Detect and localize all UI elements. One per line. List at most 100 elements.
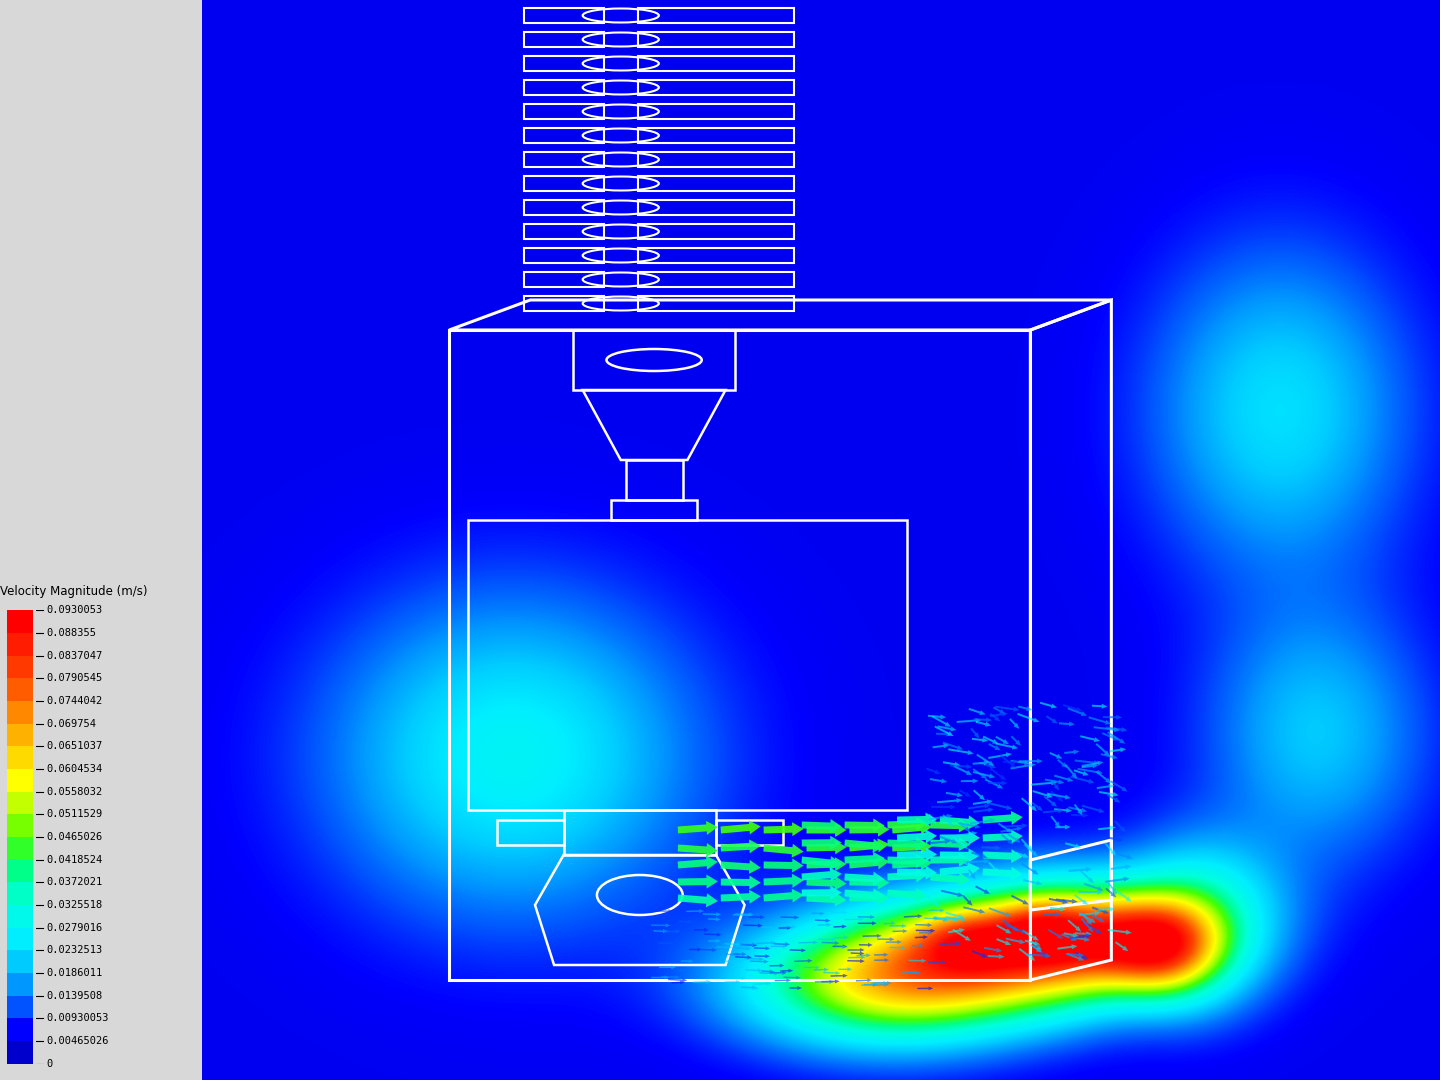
FancyArrow shape (976, 754, 995, 766)
FancyArrow shape (1067, 707, 1087, 716)
FancyArrow shape (988, 954, 1005, 959)
FancyArrow shape (734, 956, 752, 959)
Text: 0.0837047: 0.0837047 (46, 650, 102, 661)
FancyArrow shape (909, 959, 926, 962)
FancyArrow shape (1064, 764, 1077, 779)
FancyArrow shape (958, 822, 981, 828)
Text: 0.0558032: 0.0558032 (46, 786, 102, 797)
FancyArrow shape (780, 916, 799, 919)
FancyArrow shape (762, 926, 775, 929)
FancyArrow shape (897, 812, 937, 826)
FancyArrow shape (982, 846, 1001, 850)
FancyArrow shape (1051, 781, 1060, 791)
FancyArrow shape (755, 946, 770, 950)
Text: 0.0511529: 0.0511529 (46, 809, 102, 820)
FancyArrow shape (988, 753, 1012, 759)
FancyArrow shape (988, 781, 1008, 785)
FancyArrow shape (763, 843, 804, 858)
FancyArrow shape (658, 942, 674, 945)
FancyArrow shape (1106, 836, 1123, 842)
FancyArrow shape (844, 852, 884, 866)
FancyArrow shape (1011, 895, 1028, 905)
FancyArrow shape (1099, 825, 1116, 831)
FancyArrow shape (1097, 784, 1115, 789)
FancyArrow shape (831, 945, 847, 949)
FancyArrow shape (971, 728, 979, 739)
FancyArrow shape (1066, 953, 1084, 958)
Bar (7, 633, 33, 656)
FancyArrow shape (824, 971, 841, 975)
FancyArrow shape (1002, 919, 1018, 931)
FancyArrow shape (1096, 771, 1112, 783)
FancyArrow shape (991, 768, 1007, 781)
FancyArrow shape (1071, 813, 1089, 818)
FancyArrow shape (703, 908, 720, 912)
FancyArrow shape (720, 890, 760, 904)
FancyArrow shape (782, 924, 796, 929)
FancyArrow shape (654, 909, 672, 914)
FancyArrow shape (904, 914, 923, 918)
FancyArrow shape (742, 986, 757, 989)
FancyArrow shape (1031, 781, 1057, 785)
FancyArrow shape (812, 912, 825, 916)
FancyArrow shape (789, 986, 802, 990)
FancyArrow shape (939, 862, 979, 876)
FancyArrow shape (933, 917, 949, 922)
Text: 0.00930053: 0.00930053 (46, 1013, 109, 1024)
FancyArrow shape (687, 909, 704, 913)
FancyArrow shape (1056, 824, 1070, 829)
FancyArrow shape (704, 933, 721, 936)
FancyArrow shape (780, 969, 793, 973)
FancyArrow shape (927, 960, 946, 964)
FancyArrow shape (930, 873, 971, 887)
FancyArrow shape (845, 917, 864, 921)
FancyArrow shape (806, 892, 847, 906)
FancyArrow shape (1015, 852, 1030, 858)
FancyArrow shape (795, 959, 812, 963)
FancyArrow shape (1067, 919, 1081, 932)
FancyArrow shape (955, 831, 978, 837)
FancyArrow shape (1050, 815, 1060, 828)
FancyArrow shape (804, 966, 821, 970)
FancyArrow shape (720, 876, 760, 890)
FancyArrow shape (1011, 762, 1035, 769)
FancyArrow shape (886, 940, 901, 944)
FancyArrow shape (753, 982, 772, 986)
FancyArrow shape (996, 924, 1012, 933)
FancyArrow shape (924, 917, 939, 920)
FancyArrow shape (660, 966, 677, 969)
Bar (7, 610, 33, 633)
Bar (7, 814, 33, 837)
FancyArrow shape (1089, 716, 1112, 725)
FancyArrow shape (1107, 731, 1125, 744)
Bar (7, 1018, 33, 1041)
FancyArrow shape (1064, 932, 1079, 937)
Bar (7, 837, 33, 860)
Bar (7, 746, 33, 769)
FancyArrow shape (749, 915, 765, 919)
FancyArrow shape (973, 717, 992, 723)
FancyArrow shape (887, 888, 927, 902)
FancyArrow shape (775, 978, 791, 983)
FancyArrow shape (972, 950, 988, 958)
FancyArrow shape (887, 854, 927, 868)
FancyArrow shape (963, 862, 976, 873)
FancyArrow shape (1115, 942, 1129, 951)
FancyArrow shape (969, 707, 985, 715)
FancyArrow shape (995, 735, 1009, 744)
Text: 0.0279016: 0.0279016 (46, 922, 102, 933)
Text: 0.00465026: 0.00465026 (46, 1036, 109, 1047)
FancyArrow shape (744, 986, 760, 990)
FancyArrow shape (887, 837, 927, 851)
FancyArrow shape (1115, 890, 1132, 902)
Text: 0: 0 (46, 1058, 53, 1069)
FancyArrow shape (802, 819, 842, 833)
FancyArrow shape (1116, 852, 1133, 860)
FancyArrow shape (1057, 759, 1067, 768)
FancyArrow shape (956, 718, 981, 723)
FancyArrow shape (937, 726, 956, 731)
FancyArrow shape (1092, 906, 1109, 914)
FancyArrow shape (1022, 930, 1038, 941)
FancyArrow shape (720, 839, 760, 853)
FancyArrow shape (769, 963, 785, 968)
